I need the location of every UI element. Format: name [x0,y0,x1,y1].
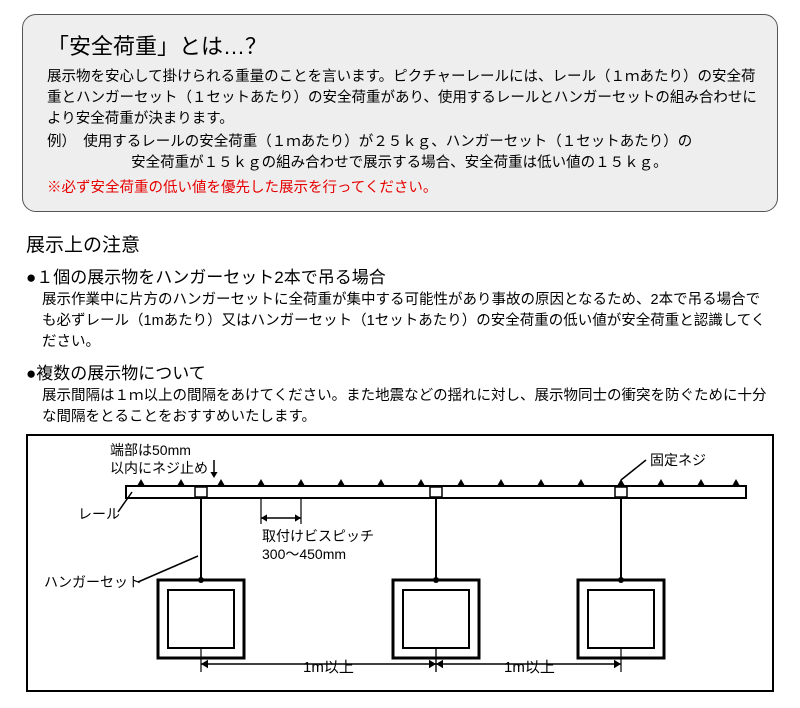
diagram-svg [46,446,758,680]
bullet1-body: 展示作業中に片方のハンガーセットに全荷重が集中する可能性があり事故の原因となるた… [42,290,774,353]
diagram-frame: 端部は50mm 以内にネジ止め レール ハンガーセット 取付けビスピッチ 300… [26,434,774,692]
installation-diagram: 端部は50mm 以内にネジ止め レール ハンガーセット 取付けビスピッチ 300… [46,446,754,676]
label-span2: 1m以上 [504,659,555,678]
label-screw: 固定ネジ [650,452,706,470]
bullet2-title: ●複数の展示物について [26,359,774,384]
bullet2-body: 展示間隔は１ｍ以上の間隔をあけてください。また地震などの揺れに対し、展示物同士の… [42,386,774,428]
info-example: 例） 使用するレールの安全荷重（１ｍあたり）が２５ｋｇ、ハンガーセット（１セット… [47,132,757,174]
label-hanger: ハンガーセット [44,574,142,592]
bullet1-title: ●１個の展示物をハンガーセット2本で吊る場合 [26,263,774,288]
label-edge: 端部は50mm 以内にネジ止め [110,442,208,477]
label-span1: 1m以上 [303,659,354,678]
info-warning: ※必ず安全荷重の低い値を優先した展示を行ってください。 [47,176,757,197]
info-title: 「安全荷重」とは…？ [47,29,757,61]
section-title: 展示上の注意 [26,230,774,257]
label-rail: レール [78,506,120,524]
label-pitch: 取付けビスピッチ 300～450mm [262,528,374,563]
info-body: 展示物を安心して掛けられる重量のことを言います。ピクチャーレールには、レール（１… [47,67,757,130]
caution-section: 展示上の注意 ●１個の展示物をハンガーセット2本で吊る場合 展示作業中に片方のハ… [26,230,774,428]
safety-load-info-box: 「安全荷重」とは…？ 展示物を安心して掛けられる重量のことを言います。ピクチャー… [22,14,778,212]
